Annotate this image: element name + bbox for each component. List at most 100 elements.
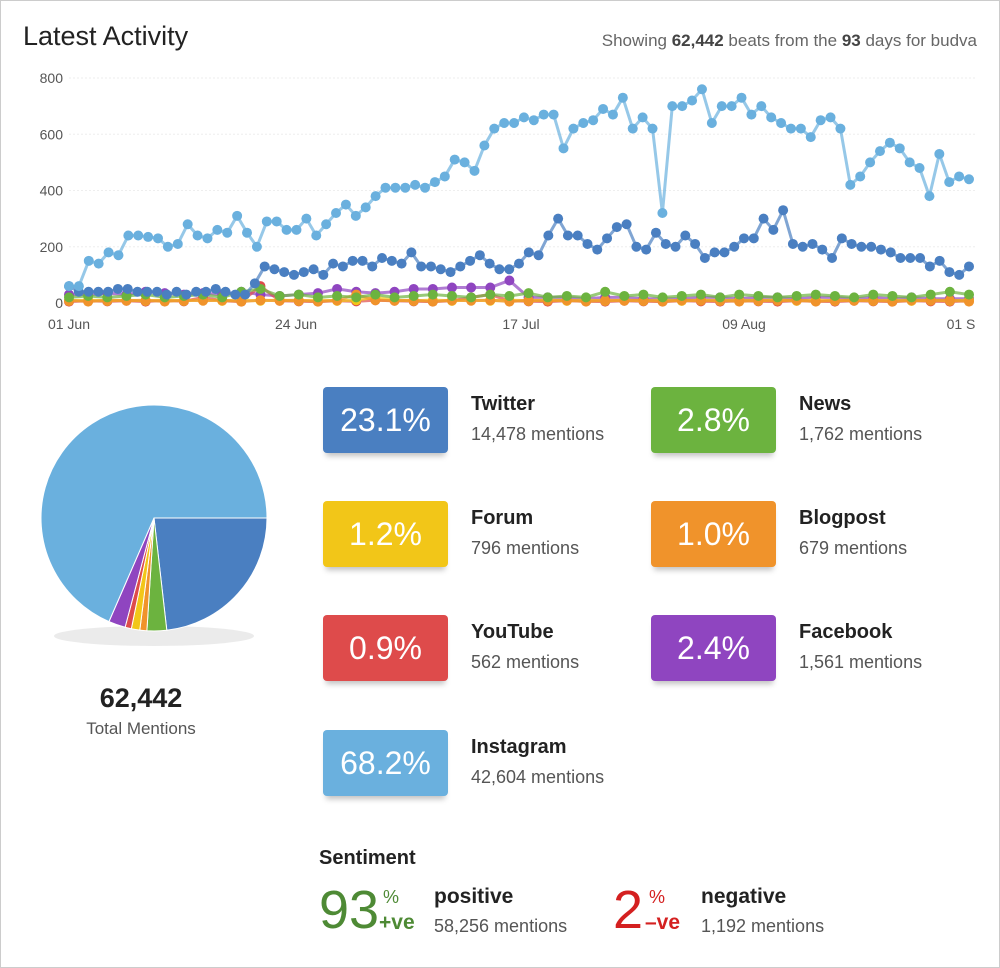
data-point[interactable] xyxy=(906,292,917,303)
data-point[interactable] xyxy=(797,241,808,252)
data-point[interactable] xyxy=(293,289,304,300)
data-point[interactable] xyxy=(964,261,974,272)
data-point[interactable] xyxy=(465,255,476,266)
data-point[interactable] xyxy=(332,283,343,294)
data-point[interactable] xyxy=(810,296,821,307)
data-point[interactable] xyxy=(817,244,828,255)
data-point[interactable] xyxy=(499,118,510,128)
data-point[interactable] xyxy=(657,208,668,218)
data-point[interactable] xyxy=(768,224,779,235)
data-point[interactable] xyxy=(298,267,309,278)
data-point[interactable] xyxy=(641,244,652,255)
data-point[interactable] xyxy=(523,295,534,306)
data-point[interactable] xyxy=(924,191,935,202)
data-point[interactable] xyxy=(312,292,323,303)
data-point[interactable] xyxy=(866,241,877,252)
data-point[interactable] xyxy=(328,258,339,269)
data-point[interactable] xyxy=(709,247,720,258)
data-point[interactable] xyxy=(758,213,769,224)
data-point[interactable] xyxy=(915,253,926,263)
data-point[interactable] xyxy=(469,165,480,176)
data-point[interactable] xyxy=(449,154,460,165)
data-point[interactable] xyxy=(242,227,253,238)
data-point[interactable] xyxy=(578,118,589,128)
data-point[interactable] xyxy=(455,261,466,272)
data-point[interactable] xyxy=(289,269,299,280)
data-point[interactable] xyxy=(944,177,955,188)
data-point[interactable] xyxy=(331,208,342,218)
data-point[interactable] xyxy=(210,283,221,294)
data-point[interactable] xyxy=(739,233,749,244)
data-point[interactable] xyxy=(887,290,898,301)
data-point[interactable] xyxy=(370,191,381,202)
data-point[interactable] xyxy=(153,233,164,244)
data-point[interactable] xyxy=(846,238,857,249)
data-point[interactable] xyxy=(676,290,687,301)
data-point[interactable] xyxy=(791,290,802,301)
data-point[interactable] xyxy=(865,157,876,168)
data-point[interactable] xyxy=(347,255,358,266)
data-point[interactable] xyxy=(607,109,618,120)
data-point[interactable] xyxy=(874,146,885,157)
data-point[interactable] xyxy=(360,202,371,213)
data-point[interactable] xyxy=(509,118,520,128)
data-point[interactable] xyxy=(553,213,564,224)
data-point[interactable] xyxy=(954,269,965,280)
data-point[interactable] xyxy=(112,283,123,294)
data-point[interactable] xyxy=(427,289,438,300)
data-point[interactable] xyxy=(964,174,974,185)
data-point[interactable] xyxy=(459,157,470,168)
data-point[interactable] xyxy=(805,132,816,143)
data-point[interactable] xyxy=(474,250,485,261)
data-point[interactable] xyxy=(836,233,847,244)
data-point[interactable] xyxy=(318,269,329,280)
data-point[interactable] xyxy=(103,286,114,297)
data-point[interactable] xyxy=(172,238,183,249)
data-point[interactable] xyxy=(875,244,886,255)
data-point[interactable] xyxy=(677,101,688,112)
data-point[interactable] xyxy=(657,292,668,303)
data-point[interactable] xyxy=(602,233,613,244)
pie-slice-instagram[interactable] xyxy=(40,404,268,623)
data-point[interactable] xyxy=(568,123,579,134)
data-point[interactable] xyxy=(406,247,417,258)
data-point[interactable] xyxy=(93,258,104,269)
data-point[interactable] xyxy=(776,118,787,128)
data-point[interactable] xyxy=(778,205,789,216)
data-point[interactable] xyxy=(621,219,632,230)
data-point[interactable] xyxy=(690,238,701,249)
data-point[interactable] xyxy=(647,123,658,134)
data-point[interactable] xyxy=(249,278,260,289)
data-point[interactable] xyxy=(572,230,583,241)
data-point[interactable] xyxy=(670,241,681,252)
data-point[interactable] xyxy=(152,286,163,297)
data-point[interactable] xyxy=(924,261,935,272)
data-point[interactable] xyxy=(514,258,524,269)
data-point[interactable] xyxy=(410,179,421,190)
data-point[interactable] xyxy=(667,101,678,112)
data-point[interactable] xyxy=(271,216,282,227)
data-point[interactable] xyxy=(719,247,730,258)
data-point[interactable] xyxy=(523,288,534,299)
data-point[interactable] xyxy=(171,286,182,297)
data-point[interactable] xyxy=(485,282,496,293)
data-point[interactable] xyxy=(772,292,783,303)
data-point[interactable] xyxy=(561,290,572,301)
data-point[interactable] xyxy=(182,219,193,230)
data-point[interactable] xyxy=(466,282,477,293)
data-point[interactable] xyxy=(212,224,223,235)
data-point[interactable] xyxy=(845,179,856,190)
data-point[interactable] xyxy=(542,292,553,303)
data-point[interactable] xyxy=(795,123,806,134)
data-point[interactable] xyxy=(240,289,251,300)
data-point[interactable] xyxy=(650,227,661,238)
data-point[interactable] xyxy=(269,264,280,275)
data-point[interactable] xyxy=(386,255,397,266)
data-point[interactable] xyxy=(380,182,391,193)
data-point[interactable] xyxy=(192,230,203,241)
data-point[interactable] xyxy=(202,233,213,244)
data-point[interactable] xyxy=(600,295,611,306)
data-point[interactable] xyxy=(279,267,290,278)
data-point[interactable] xyxy=(827,253,838,263)
data-point[interactable] xyxy=(132,286,143,297)
